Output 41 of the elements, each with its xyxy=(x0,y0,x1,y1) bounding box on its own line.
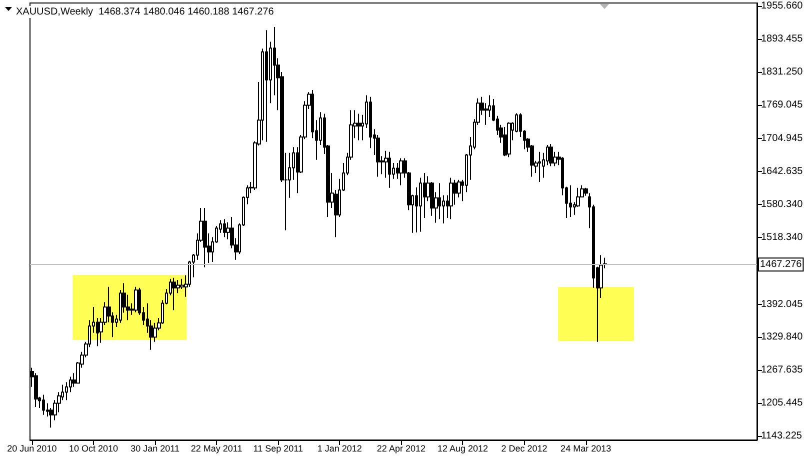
candlestick xyxy=(419,177,422,232)
candlestick xyxy=(569,184,572,218)
candlestick xyxy=(449,177,453,220)
y-tick-label: 1831.250 xyxy=(761,66,804,78)
y-tick-label: 1267.635 xyxy=(761,364,804,376)
y-tick-label: 1955.660 xyxy=(761,0,804,12)
y-tick-label: 1392.045 xyxy=(761,298,804,310)
candlestick xyxy=(172,277,176,311)
x-tick-label: 2 Dec 2012 xyxy=(501,444,548,454)
candlestick xyxy=(549,143,553,167)
y-tick-label: 1769.045 xyxy=(761,99,804,110)
candlestick xyxy=(42,394,45,416)
candlestick xyxy=(265,30,268,142)
x-tick-label: 10 Oct 2010 xyxy=(68,444,118,454)
candlestick xyxy=(438,182,441,220)
x-tick-label: 22 May 2011 xyxy=(190,444,242,454)
x-tick-label: 24 Mar 2013 xyxy=(560,444,612,454)
y-tick-label: 1704.945 xyxy=(761,133,804,144)
x-tick-label: 11 Sep 2011 xyxy=(253,444,303,454)
x-tick-label: 20 Jun 2010 xyxy=(7,444,57,454)
y-tick-label: 1580.340 xyxy=(761,199,804,210)
x-tick-label: 22 Apr 2012 xyxy=(376,444,426,454)
y-tick-label: 1329.840 xyxy=(761,332,804,343)
candlestick xyxy=(507,122,511,158)
y-tick-label: 1205.445 xyxy=(761,398,804,409)
candlestick xyxy=(388,151,391,188)
x-tick-label: 1 Jan 2012 xyxy=(317,444,362,454)
chart-title: XAUUSD,Weekly 1468.374 1480.046 1460.188 1467.276 xyxy=(16,6,274,18)
ref-line-label: 1467.276 xyxy=(760,258,802,270)
candlestick xyxy=(223,218,226,238)
y-tick-label: 1893.455 xyxy=(761,33,804,44)
candlestick xyxy=(399,158,403,186)
candlestick xyxy=(134,286,138,313)
candlestick xyxy=(357,113,361,141)
candlestick xyxy=(538,151,541,183)
x-tick-label: 12 Aug 2012 xyxy=(437,444,488,454)
x-tick-label: 30 Jan 2011 xyxy=(130,444,180,454)
y-tick-label: 1518.340 xyxy=(761,232,804,243)
y-tick-label: 1642.635 xyxy=(761,166,804,178)
candlestick xyxy=(203,207,207,268)
y-tick-label: 1143.225 xyxy=(761,430,802,442)
